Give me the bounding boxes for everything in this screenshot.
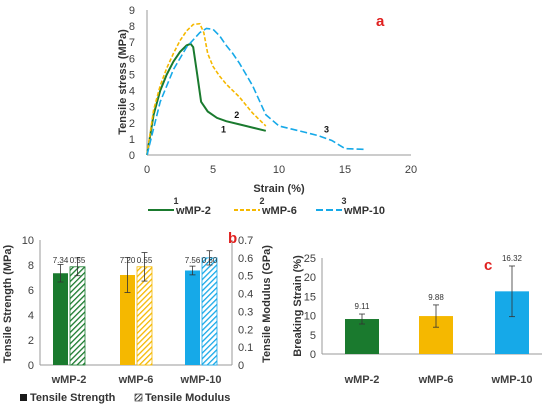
curve-number-annotation: 1: [221, 124, 226, 134]
panel-b-y2-label: Tensile Modulus (GPa): [261, 245, 273, 363]
panel-b-letter: b: [228, 230, 237, 247]
panel-a-y-tick-label: 0: [129, 150, 135, 162]
panel-b-y2-tick-label: 0.6: [238, 253, 253, 265]
panel-a-x-tick-label: 0: [144, 164, 150, 176]
panel-a-y-tick-label: 5: [129, 69, 135, 81]
data-label-modulus: 0.55: [137, 256, 153, 265]
panel-b-y-tick-label: 10: [22, 235, 34, 247]
panel-a-x-tick-label: 10: [273, 164, 285, 176]
panel-c-y-label: Breaking Strain (%): [292, 255, 304, 357]
bar-tensile-modulus: [69, 266, 86, 366]
panel-c-letter: c: [484, 257, 492, 274]
panel-c-category-label: wMP-10: [491, 374, 533, 386]
panel-b-y2-tick-label: 0.1: [238, 342, 253, 354]
panel-b-y2-tick-label: 0: [238, 360, 244, 372]
curve-number-annotation: 2: [234, 110, 239, 120]
panel-a-y-tick-label: 2: [129, 118, 135, 130]
panel-b-category-label: wMP-6: [118, 374, 154, 386]
panel-b-y-tick-label: 0: [28, 360, 34, 372]
panel-a-y-tick-label: 9: [129, 5, 135, 17]
panel-b-y-tick-label: 2: [28, 335, 34, 347]
data-label-modulus: 0.55: [70, 256, 86, 265]
legend-label-wmp-2: wMP-2: [175, 205, 211, 217]
bar-tensile-modulus: [136, 266, 153, 366]
legend-swatch-tensile-strength: [20, 394, 27, 401]
panel-b-y2-tick-label: 0.3: [238, 306, 253, 318]
curve-number-annotation: 3: [324, 124, 329, 134]
panel-a-letter: a: [376, 13, 385, 30]
bar-tensile-strength: [53, 273, 68, 365]
panel-b-y2-tick-label: 0.5: [238, 271, 253, 283]
bar-tensile-modulus: [201, 257, 218, 366]
legend-swatch-tensile-modulus: [134, 393, 143, 402]
panel-b-y-label: Tensile Strength (MPa): [2, 244, 14, 363]
bar-tensile-strength: [185, 270, 200, 365]
panel-c-y-tick-label: 25: [304, 253, 316, 265]
series-line-wmp-6: [146, 22, 267, 156]
legend-number: 1: [173, 196, 178, 206]
panel-a-x-tick-label: 20: [405, 164, 417, 176]
panel-c-chart: 0 5 10 15 20 25 9.11 wMP-2 9.88 wMP-6 16.32 wMP-10…: [292, 253, 542, 386]
data-label-strength: 7.34: [53, 256, 69, 265]
series-line-wmp-2: [146, 42, 267, 156]
legend-number: 3: [341, 196, 346, 206]
panel-c-y-tick-label: 5: [310, 330, 316, 342]
panel-c-category-label: wMP-2: [344, 374, 380, 386]
panel-a-y-tick-label: 8: [129, 21, 135, 33]
legend-label-wmp-10: wMP-10: [343, 205, 385, 217]
legend-label-tensile-modulus: Tensile Modulus: [145, 392, 230, 404]
data-label-strength: 7.56: [185, 256, 201, 265]
data-label-strength: 7.20: [120, 256, 136, 265]
panel-a-y-tick-label: 7: [129, 37, 135, 49]
bar-tensile-strength: [120, 275, 135, 365]
panel-c-y-tick-label: 15: [304, 291, 316, 303]
series-line-wmp-10: [146, 27, 365, 156]
panel-a-x-label: Strain (%): [253, 183, 305, 195]
data-label-modulus: 0.60: [202, 256, 218, 265]
panel-b-y2-tick-label: 0.4: [238, 289, 253, 301]
panel-c-category-label: wMP-6: [418, 374, 454, 386]
legend-label-wmp-6: wMP-6: [261, 205, 297, 217]
legend-label-tensile-strength: Tensile Strength: [30, 392, 116, 404]
data-label-breaking-strain: 9.88: [428, 293, 444, 302]
panel-a-y-tick-label: 3: [129, 102, 135, 114]
panel-b-y-tick-label: 4: [28, 310, 34, 322]
panel-b-y2-tick-label: 0.2: [238, 324, 253, 336]
panel-b-y2-tick-label: 0.7: [238, 235, 253, 247]
panel-b-y-tick-label: 8: [28, 260, 34, 272]
panel-a-x-tick-label: 5: [210, 164, 216, 176]
panel-a-y-tick-label: 1: [129, 134, 135, 146]
panel-c-y-tick-label: 0: [310, 349, 316, 361]
panel-a-y-tick-label: 6: [129, 53, 135, 65]
panel-b-category-label: wMP-2: [51, 374, 87, 386]
panel-c-y-tick-label: 10: [304, 311, 316, 323]
panel-a-x-tick-label: 15: [339, 164, 351, 176]
data-label-breaking-strain: 16.32: [502, 254, 523, 263]
panel-b-category-label: wMP-10: [180, 374, 222, 386]
panel-c-y-tick-label: 20: [304, 272, 316, 284]
panel-a-y-tick-label: 4: [129, 86, 135, 98]
panel-a-y-label: Tensile stress (MPa): [117, 29, 129, 135]
bar-breaking-strain: [345, 319, 379, 354]
panel-b-y-tick-label: 6: [28, 285, 34, 297]
data-label-breaking-strain: 9.11: [355, 302, 371, 311]
legend-number: 2: [259, 196, 264, 206]
